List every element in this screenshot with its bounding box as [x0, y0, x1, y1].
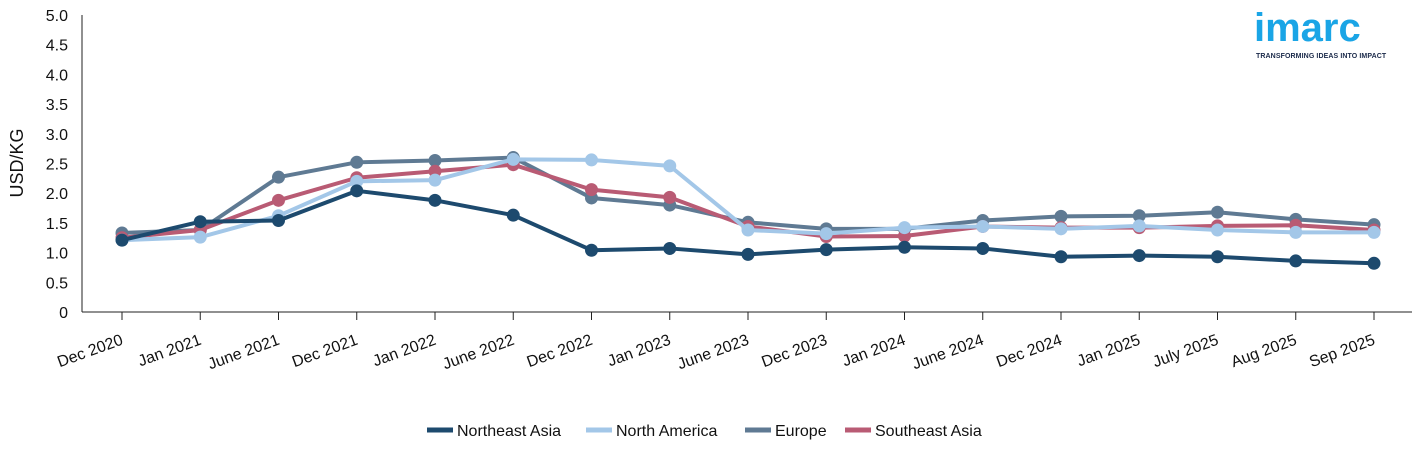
legend-label: North America	[616, 423, 717, 440]
data-point-northeast-asia[interactable]	[976, 241, 990, 255]
x-tick-label: Jan 2024	[840, 332, 908, 371]
legend: Northeast Asia North America Europe Southea…	[427, 423, 982, 440]
data-point-southeast-asia[interactable]	[428, 164, 442, 178]
data-point-southeast-asia[interactable]	[272, 193, 285, 207]
y-axis-title: USD/KG	[7, 128, 27, 197]
data-point-north-america[interactable]	[193, 230, 207, 244]
logo-wordmark: imarc	[1254, 6, 1361, 50]
legend-item-europe[interactable]: Europe	[745, 423, 827, 440]
x-tick-label: June 2023	[675, 332, 751, 374]
x-tick-label: Jan 2023	[605, 332, 673, 371]
x-tick-label: Dec 2020	[55, 332, 125, 371]
data-point-north-america[interactable]	[898, 221, 911, 235]
y-tick-label: 4.5	[46, 38, 68, 55]
x-tick-label: Jan 2021	[136, 332, 204, 371]
data-point-europe[interactable]	[272, 170, 285, 184]
data-point-northeast-asia[interactable]	[350, 184, 364, 198]
data-point-northeast-asia[interactable]	[193, 215, 207, 229]
data-point-north-america[interactable]	[506, 152, 520, 166]
data-point-southeast-asia[interactable]	[585, 183, 598, 197]
imarc-logo: imarc TRANSFORMING IDEAS INTO IMPACT	[1254, 4, 1394, 66]
x-tick-label: Dec 2023	[759, 332, 829, 371]
data-point-europe[interactable]	[1132, 209, 1146, 223]
x-tick-label: Aug 2025	[1229, 332, 1299, 371]
x-tick-label: Dec 2024	[994, 332, 1064, 371]
data-point-northeast-asia[interactable]	[1211, 250, 1224, 264]
legend-label: Europe	[775, 423, 827, 440]
legend-label: Northeast Asia	[457, 423, 561, 440]
data-point-northeast-asia[interactable]	[663, 241, 677, 255]
y-tick-label: 3.0	[46, 127, 68, 144]
data-point-europe[interactable]	[1054, 209, 1068, 223]
y-tick-label: 5.0	[46, 8, 68, 25]
y-tick-label: 2.0	[46, 186, 68, 203]
data-point-north-america[interactable]	[1289, 225, 1303, 239]
y-tick-label: 2.5	[46, 157, 68, 174]
data-point-northeast-asia[interactable]	[1367, 256, 1381, 270]
y-tick-label: 4.0	[46, 67, 68, 84]
series-layer	[115, 151, 1381, 270]
x-tick-label: Jan 2025	[1075, 332, 1143, 371]
x-tick-label: Dec 2021	[290, 332, 360, 371]
data-point-north-america[interactable]	[1367, 225, 1381, 239]
data-point-north-america[interactable]	[1132, 219, 1146, 233]
series-northeast-asia	[115, 184, 1381, 270]
data-point-northeast-asia[interactable]	[115, 233, 129, 247]
x-tick-label: June 2021	[206, 332, 282, 374]
data-point-north-america[interactable]	[976, 219, 990, 233]
data-point-north-america[interactable]	[1054, 222, 1068, 236]
data-point-europe[interactable]	[428, 154, 442, 168]
data-point-northeast-asia[interactable]	[1054, 250, 1068, 264]
legend-item-north-america[interactable]: North America	[586, 423, 717, 440]
data-point-north-america[interactable]	[741, 223, 755, 237]
y-tick-label: 1.0	[46, 246, 68, 263]
data-point-northeast-asia[interactable]	[428, 193, 442, 207]
data-point-europe[interactable]	[350, 155, 364, 169]
y-axis: 0 0.5 1.0 1.5 2.0 2.5 3.0 3.5 4.0 4.5 5.0	[46, 8, 83, 322]
x-tick-label: Jan 2022	[371, 332, 439, 371]
legend-label: Southeast Asia	[875, 423, 982, 440]
data-point-northeast-asia[interactable]	[898, 240, 911, 254]
x-tick-label: June 2024	[910, 332, 986, 374]
x-tick-label: Sep 2025	[1307, 332, 1377, 371]
legend-item-southeast-asia[interactable]: Southeast Asia	[845, 423, 982, 440]
data-point-northeast-asia[interactable]	[819, 243, 833, 257]
data-point-europe[interactable]	[1211, 205, 1224, 219]
x-tick-label: July 2025	[1151, 332, 1221, 371]
y-tick-label: 1.5	[46, 216, 68, 233]
legend-item-northeast-asia[interactable]: Northeast Asia	[427, 423, 561, 440]
x-tick-label: June 2022	[441, 332, 517, 374]
data-point-northeast-asia[interactable]	[1289, 254, 1303, 268]
data-point-north-america[interactable]	[428, 173, 442, 187]
y-tick-label: 3.5	[46, 97, 68, 114]
data-point-northeast-asia[interactable]	[741, 247, 755, 261]
y-tick-label: 0	[59, 305, 68, 322]
x-axis: Dec 2020 Jan 2021 June 2021 Dec 2021 Jan 202…	[55, 311, 1412, 374]
data-point-northeast-asia[interactable]	[1132, 249, 1146, 263]
y-tick-label: 0.5	[46, 275, 68, 292]
data-point-north-america[interactable]	[819, 227, 833, 241]
data-point-north-america[interactable]	[663, 159, 677, 173]
data-point-north-america[interactable]	[585, 153, 598, 167]
data-point-southeast-asia[interactable]	[663, 190, 677, 204]
data-point-north-america[interactable]	[350, 174, 364, 188]
logo-tagline: TRANSFORMING IDEAS INTO IMPACT	[1256, 53, 1387, 60]
data-point-north-america[interactable]	[1211, 223, 1224, 237]
data-point-northeast-asia[interactable]	[272, 214, 285, 228]
x-tick-label: Dec 2022	[525, 332, 595, 371]
series-north-america	[115, 152, 1381, 247]
data-point-northeast-asia[interactable]	[506, 208, 520, 222]
data-point-northeast-asia[interactable]	[585, 243, 598, 257]
